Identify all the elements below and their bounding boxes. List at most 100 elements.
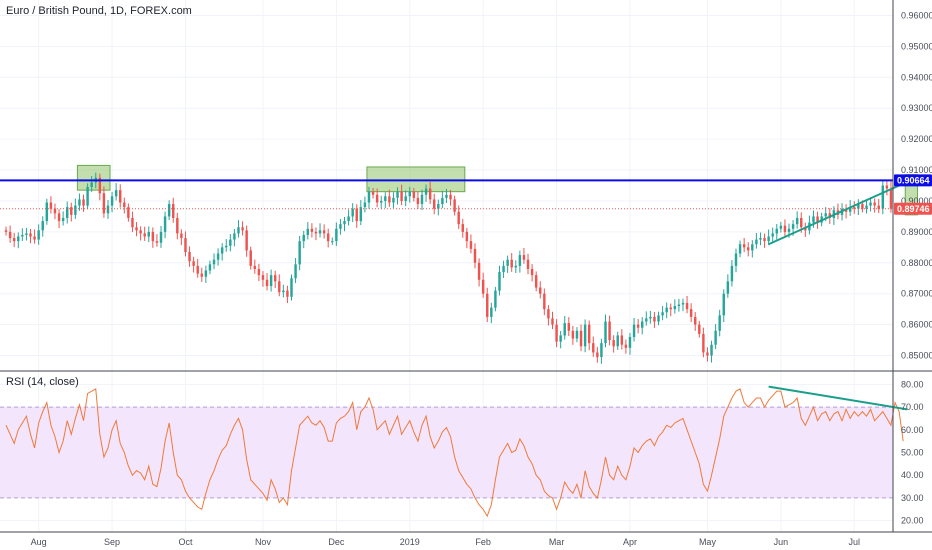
candle-body — [8, 231, 12, 239]
candle-body — [326, 233, 330, 242]
candle-body — [653, 316, 656, 322]
candle-body — [371, 191, 375, 195]
candle-body — [522, 255, 526, 260]
time-tick-label: Oct — [178, 537, 193, 547]
candle-body — [567, 323, 571, 331]
candle-body — [473, 248, 477, 263]
candle-body — [102, 193, 106, 214]
candle-body — [486, 293, 489, 317]
candle-body — [147, 231, 150, 237]
price-tick-label: 0.93000 — [901, 103, 932, 113]
candle-body — [216, 253, 220, 260]
candle-body — [17, 236, 20, 242]
candle-body — [184, 238, 187, 252]
candle-body — [53, 208, 57, 214]
candle-body — [176, 217, 179, 234]
time-tick-label: May — [699, 537, 717, 547]
candle-body — [82, 199, 85, 206]
candle-body — [889, 188, 893, 209]
candle-body — [824, 213, 827, 217]
candle-body — [767, 236, 770, 242]
candle-body — [220, 247, 224, 254]
chart-title: Euro / British Pound, 1D, FOREX.com — [6, 5, 192, 17]
candle-body — [575, 330, 579, 339]
candle-body — [449, 194, 452, 200]
candle-body — [751, 244, 754, 251]
candle-body — [848, 207, 852, 212]
candle-body — [86, 187, 89, 206]
candle-body — [180, 233, 183, 239]
candle-body — [306, 228, 310, 235]
candle-body — [445, 194, 448, 198]
candle-body — [159, 231, 163, 243]
candle-body — [755, 239, 758, 245]
candle-body — [800, 217, 803, 228]
candle-body — [273, 275, 277, 282]
candle-body — [539, 287, 542, 294]
candle-body — [747, 247, 750, 251]
candle-body — [412, 191, 416, 198]
candle-body — [632, 324, 636, 337]
candle-body — [718, 315, 721, 331]
candle-body — [396, 191, 399, 198]
candlestick-series — [4, 172, 893, 364]
candle-body — [877, 205, 880, 209]
candle-body — [420, 194, 424, 205]
candle-body — [388, 196, 391, 203]
candle-body — [547, 309, 550, 319]
candle-body — [865, 205, 868, 209]
rsi-band-fill — [0, 407, 893, 498]
candle-body — [131, 217, 134, 228]
candle-body — [734, 253, 738, 266]
time-tick-label: 2019 — [400, 537, 420, 547]
candle-body — [155, 241, 159, 243]
highlight-box — [76, 164, 111, 191]
candle-body — [172, 204, 175, 218]
candle-body — [616, 335, 619, 347]
candle-body — [481, 279, 485, 294]
rsi-line — [5, 388, 904, 518]
candle-body — [98, 177, 102, 194]
candle-body — [78, 199, 81, 206]
candle-body — [4, 230, 8, 232]
rsi-band — [0, 406, 893, 499]
candle-body — [722, 293, 725, 316]
candle-body — [534, 275, 538, 288]
candle-body — [33, 236, 36, 240]
rsi-tick-label: 70.00 — [901, 402, 924, 412]
candle-body — [698, 324, 701, 334]
candle-body — [465, 231, 469, 242]
candle-body — [70, 207, 73, 215]
candle-body — [795, 217, 799, 225]
time-tick-label: Jun — [774, 537, 789, 547]
candle-body — [885, 185, 889, 189]
candle-body — [290, 278, 293, 297]
candle-body — [624, 344, 628, 348]
candle-body — [681, 302, 685, 305]
candle-body — [853, 207, 856, 209]
candle-body — [702, 333, 705, 353]
candle-body — [714, 330, 717, 345]
candle-body — [200, 273, 204, 277]
time-tick-label: Apr — [623, 537, 637, 547]
candle-body — [861, 204, 864, 209]
price-tick-label: 0.87000 — [901, 289, 932, 299]
candle-body — [490, 307, 493, 317]
candle-body — [237, 227, 240, 234]
price-tick-label: 0.88000 — [901, 258, 932, 268]
candle-body — [139, 230, 142, 234]
candle-body — [857, 204, 860, 209]
rsi-series — [5, 388, 904, 518]
candle-body — [437, 204, 440, 209]
price-tick-label: 0.96000 — [901, 10, 932, 20]
time-tick-label: Feb — [475, 537, 491, 547]
rsi-tick-label: 50.00 — [901, 448, 924, 458]
candle-body — [339, 224, 342, 229]
candle-body — [114, 190, 118, 197]
candle-body — [612, 340, 615, 347]
candle-body — [188, 251, 191, 262]
candle-body — [579, 330, 583, 347]
candle-body — [620, 335, 624, 345]
candle-body — [379, 200, 383, 203]
candle-body — [457, 211, 460, 225]
